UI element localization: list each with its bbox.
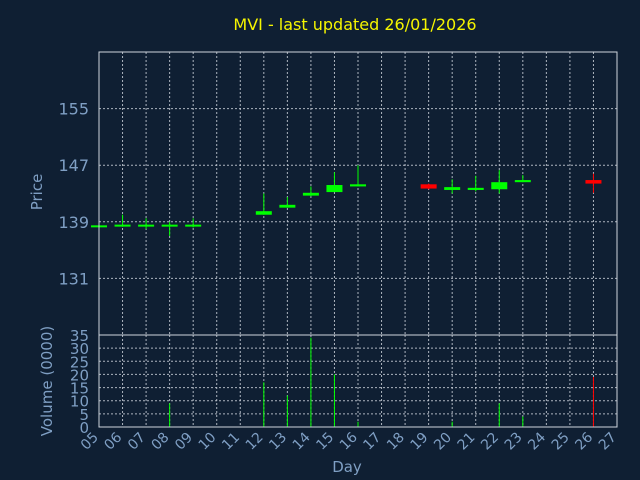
x-tick-label: 12 <box>243 430 267 454</box>
x-tick-label: 06 <box>101 429 125 453</box>
x-tick-label: 24 <box>525 429 549 453</box>
volume-tick-label: 30 <box>70 340 89 358</box>
x-tick-label: 23 <box>502 430 526 454</box>
candle-body <box>420 184 437 189</box>
volume-axis-title: Volume (0000) <box>38 326 56 436</box>
candle-body <box>138 224 155 227</box>
x-tick-label: 17 <box>360 430 384 454</box>
price-tick-label: 155 <box>58 100 89 119</box>
volume-tick-label: 35 <box>70 327 89 345</box>
x-tick-label: 13 <box>266 430 290 454</box>
volume-tick-label: 15 <box>70 380 89 398</box>
price-tick-label: 139 <box>58 213 89 232</box>
x-tick-label: 22 <box>478 430 502 454</box>
candle-body <box>350 184 366 187</box>
volume-tick-label: 20 <box>70 366 89 384</box>
x-tick-label: 14 <box>290 429 314 453</box>
volume-tick-label: 0 <box>79 419 89 437</box>
candle-body <box>161 224 178 227</box>
x-tick-label: 20 <box>431 430 455 454</box>
candle-body <box>302 192 319 196</box>
candle-body <box>444 187 461 190</box>
candle-body <box>514 180 531 183</box>
volume-plot-frame <box>98 334 618 428</box>
x-tick-label: 10 <box>196 430 220 454</box>
candle-body <box>255 211 272 215</box>
volume-tick-label: 25 <box>70 353 89 371</box>
x-tick-label: 21 <box>455 430 479 454</box>
volume-tick-label: 10 <box>70 393 89 411</box>
x-tick-label: 19 <box>408 430 432 454</box>
x-tick-label: 15 <box>313 430 337 454</box>
candle-body <box>585 180 602 184</box>
x-tick-label: 26 <box>572 429 596 453</box>
candle-body <box>326 185 343 193</box>
candle-body <box>185 224 202 227</box>
candle-body <box>114 224 131 227</box>
candle-body <box>279 204 296 208</box>
x-tick-label: 09 <box>172 430 196 454</box>
candle-body <box>467 187 484 190</box>
x-tick-label: 27 <box>596 430 620 454</box>
chart-title: MVI - last updated 26/01/2026 <box>233 15 476 34</box>
x-tick-label: 18 <box>384 430 408 454</box>
volume-tick-label: 5 <box>79 406 89 424</box>
candle-body <box>491 182 508 190</box>
price-panel: 131 139 147 155 <box>58 51 618 336</box>
x-axis-title: Day <box>332 458 362 476</box>
x-tick-label: 25 <box>549 430 573 454</box>
price-tick-label: 131 <box>58 269 89 288</box>
x-tick-label: 08 <box>149 430 173 454</box>
price-axis-title: Price <box>28 174 46 211</box>
x-tick-label: 11 <box>219 430 243 454</box>
x-tick-label: 07 <box>125 430 149 454</box>
price-tick-label: 147 <box>58 156 89 175</box>
x-tick-label: 16 <box>337 429 361 453</box>
